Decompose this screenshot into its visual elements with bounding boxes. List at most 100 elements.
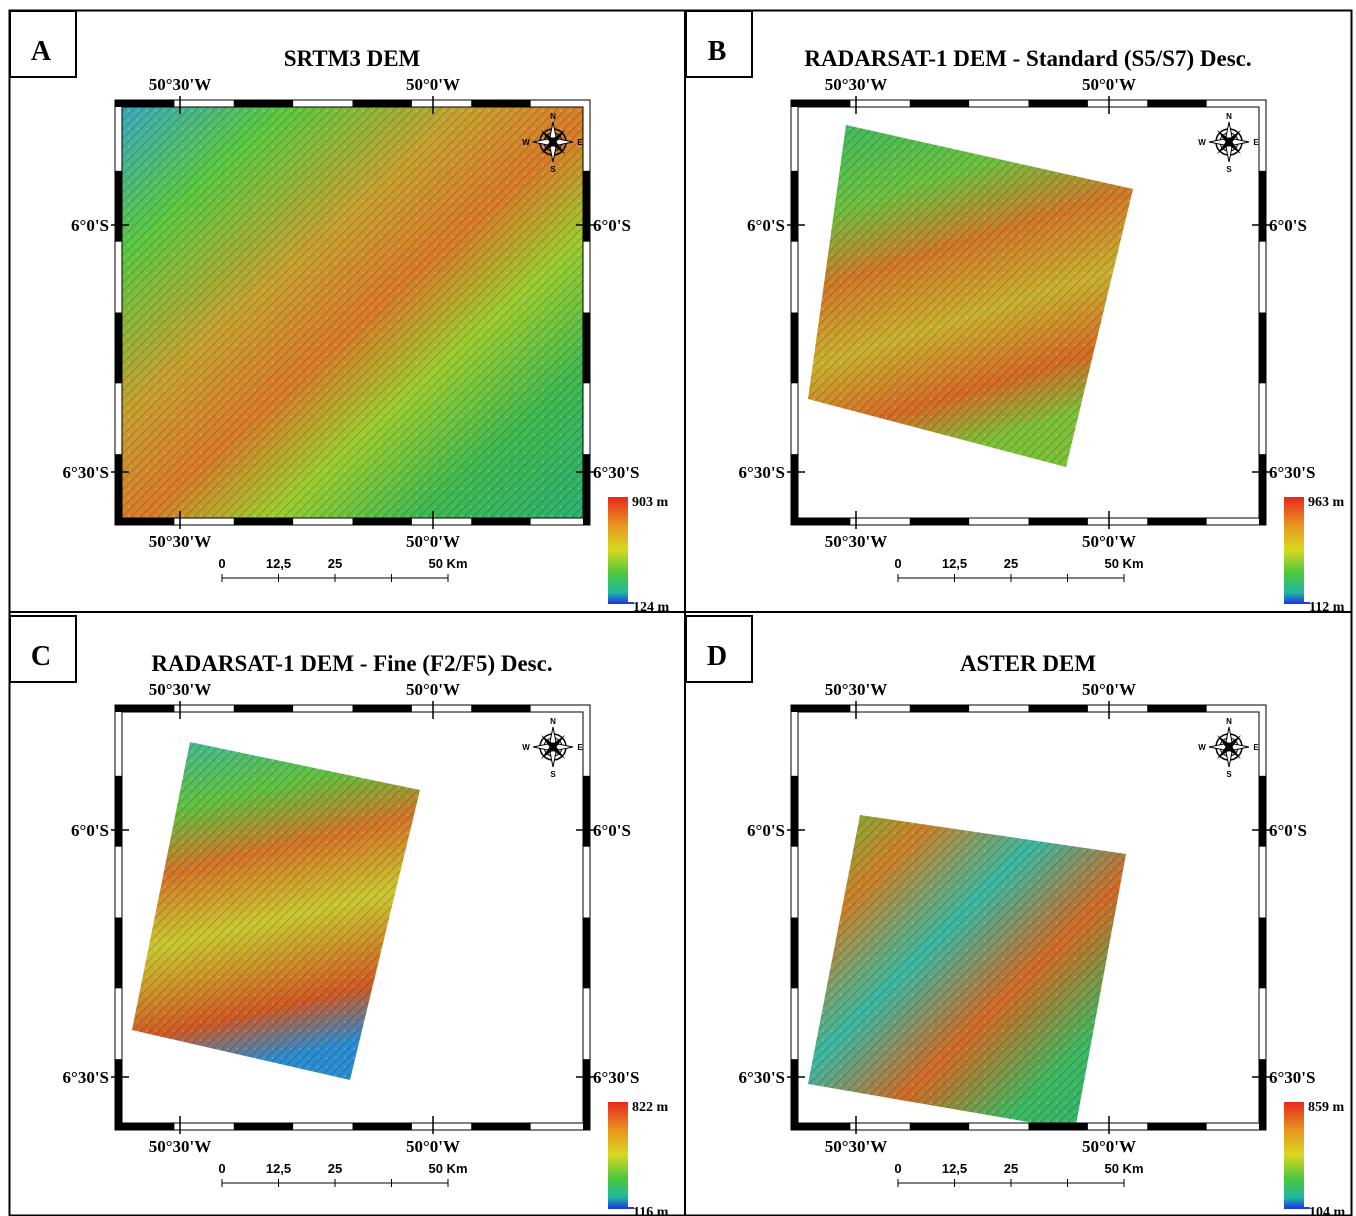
compass-south-label: S [550,165,556,174]
legend-min-label: 116 m [633,1205,669,1216]
frame-tick-right [583,312,590,384]
compass-north-label: N [1226,112,1232,121]
panel-title: RADARSAT-1 DEM - Standard (S5/S7) Desc. [804,46,1251,71]
compass-south-label: S [1226,770,1232,779]
elevation-legend-ramp [608,497,628,603]
panel-title: ASTER DEM [960,651,1096,676]
compass-north-label: N [550,112,556,121]
frame-tick-bottom [471,518,531,525]
map-panel-c: C RADARSAT-1 DEM - Fine (F2/F5) Desc. 50°3… [9,615,669,1216]
frame-tick-right [1259,170,1266,242]
lat-label-left: 6°30'S [739,1068,785,1087]
lon-label-bottom: 50°0'W [406,1137,460,1156]
frame-tick-left [115,917,122,989]
frame-tick-top [1147,100,1207,107]
legend-max-label: 963 m [1308,495,1345,510]
frame-tick-top [115,100,175,107]
frame-tick-bottom [791,1123,851,1130]
lon-label-top: 50°30'W [149,75,212,94]
scale-bar: 0 12,5 25 50 Km [218,1161,468,1187]
frame-tick-top [352,705,412,712]
frame-tick-right [583,917,590,989]
frame-tick-left [791,454,798,525]
frame-tick-top [791,705,851,712]
lon-label-bottom: 50°0'W [1082,1137,1136,1156]
lat-label-right: 6°30'S [593,1068,639,1087]
frame-tick-right [1259,1059,1266,1130]
frame-tick-right [1259,775,1266,847]
lat-label-left: 6°30'S [63,463,109,482]
compass-north-label: N [1226,717,1232,726]
frame-tick-bottom [352,1123,412,1130]
compass-rose-icon: N S E W [1198,112,1259,174]
frame-tick-top [471,705,531,712]
scale-bar: 0 12,5 25 50 Km [218,556,468,582]
frame-tick-left [115,1059,122,1130]
compass-south-label: S [1226,165,1232,174]
lon-label-bottom: 50°30'W [825,1137,888,1156]
frame-tick-top [909,100,970,107]
legend-min-label: 112 m [1309,600,1345,615]
lat-label-left: 6°0'S [747,821,785,840]
scale-label: 25 [1004,1161,1018,1176]
lon-label-bottom: 50°30'W [149,532,212,551]
lon-label-bottom: 50°30'W [149,1137,212,1156]
frame-tick-left [115,170,122,242]
frame-tick-left [115,312,122,384]
compass-rose-icon: N S E W [1198,717,1259,779]
lat-label-left: 6°30'S [739,463,785,482]
frame-tick-bottom [1147,1123,1207,1130]
panel-letter-box [9,615,77,683]
frame-tick-bottom [115,518,175,525]
lon-label-top: 50°30'W [149,680,212,699]
frame-tick-left [791,1059,798,1130]
compass-south-label: S [550,770,556,779]
scale-label: 12,5 [942,1161,967,1176]
scale-label: 50 Km [428,556,467,571]
legend-min-label: 124 m [633,600,670,615]
frame-tick-bottom [1028,1123,1088,1130]
lat-label-left: 6°0'S [71,821,109,840]
frame-tick-top [909,705,970,712]
scale-label: 0 [894,556,901,571]
elevation-legend-ramp [608,1102,628,1208]
frame-tick-top [1028,705,1088,712]
panel-letter: B [708,36,727,67]
frame-tick-top [791,100,851,107]
frame-tick-top [1147,705,1207,712]
frame-tick-top [352,100,412,107]
elevation-legend-ramp [1284,1102,1304,1208]
map-panel-b: B RADARSAT-1 DEM - Standard (S5/S7) Desc.… [685,10,1345,615]
compass-west-label: W [1198,743,1206,752]
compass-rose-icon: N S E W [522,717,583,779]
frame-tick-top [233,705,294,712]
scale-label: 25 [328,556,342,571]
lon-label-top: 50°0'W [406,75,460,94]
scale-label: 12,5 [266,556,291,571]
frame-tick-bottom [471,1123,531,1130]
scale-label: 25 [328,1161,342,1176]
frame-tick-bottom [1147,518,1207,525]
panel-title: RADARSAT-1 DEM - Fine (F2/F5) Desc. [151,651,552,676]
lat-label-right: 6°0'S [593,821,631,840]
lat-label-right: 6°0'S [1269,821,1307,840]
lon-label-top: 50°30'W [825,75,888,94]
frame-tick-left [791,775,798,847]
lat-label-right: 6°30'S [1269,1068,1315,1087]
frame-tick-left [115,775,122,847]
map-panel-d: D ASTER DEM 50°30'W 50°30'W 6°0'S 6°0'S 50°0'W… [685,615,1346,1216]
dem-hillshade-texture [808,125,1133,467]
frame-tick-right [583,775,590,847]
legend-max-label: 822 m [632,1100,669,1115]
frame-tick-top [115,705,175,712]
scale-label: 50 Km [1104,556,1143,571]
lon-label-top: 50°0'W [406,680,460,699]
frame-tick-bottom [115,1123,175,1130]
frame-tick-right [583,1059,590,1130]
compass-east-label: E [577,743,583,752]
frame-tick-top [233,100,294,107]
frame-tick-bottom [233,1123,294,1130]
lon-label-bottom: 50°0'W [1082,532,1136,551]
panel-letter: A [31,36,52,67]
